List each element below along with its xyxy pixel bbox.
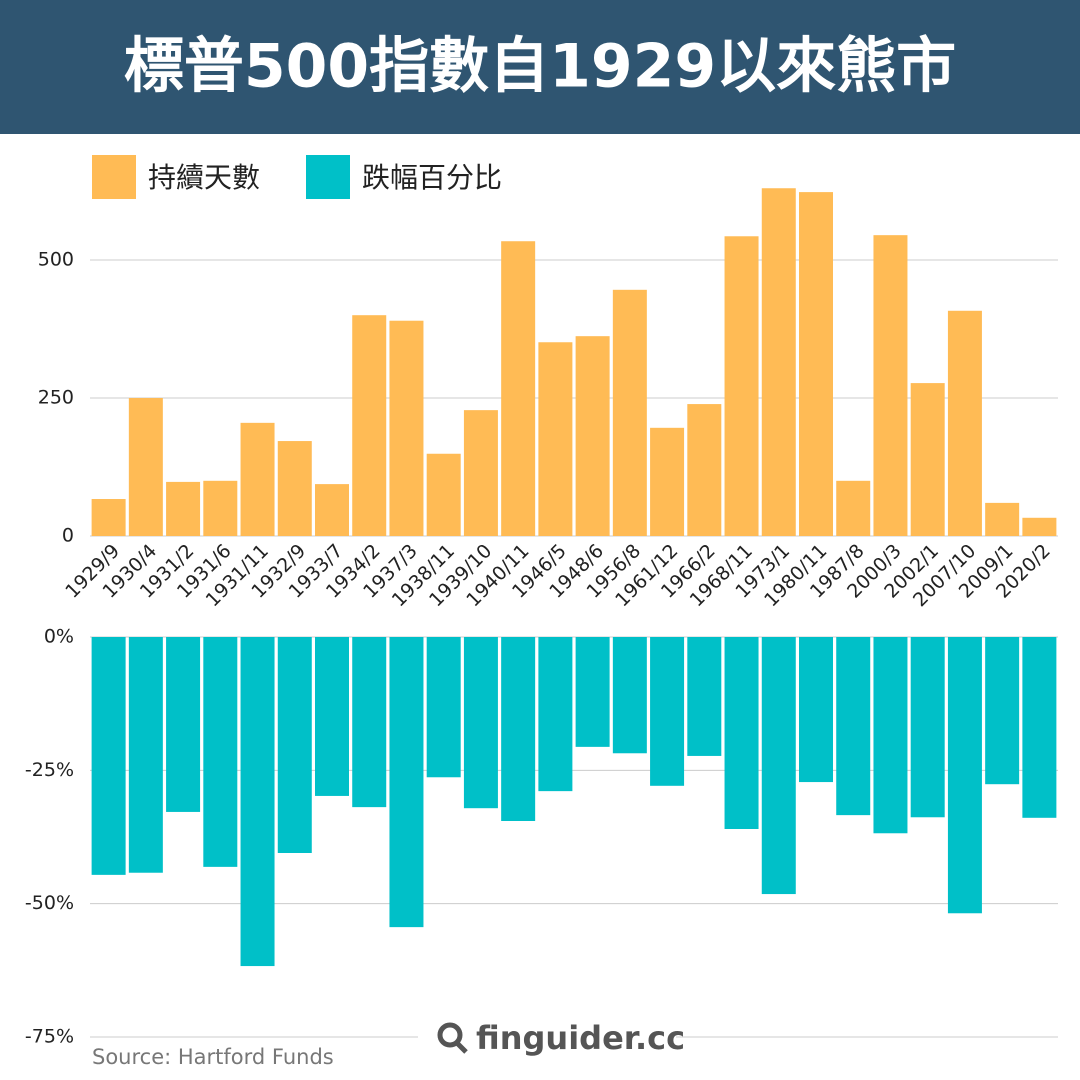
bar bbox=[761, 188, 796, 537]
y2-tick-label: -75% bbox=[25, 1026, 74, 1048]
bar bbox=[352, 637, 387, 808]
bar bbox=[985, 637, 1020, 785]
bar bbox=[166, 481, 201, 536]
bar bbox=[426, 637, 461, 778]
watermark: finguider.cc bbox=[476, 1019, 685, 1057]
bar bbox=[538, 342, 573, 536]
bar bbox=[687, 637, 722, 756]
bar bbox=[128, 398, 163, 536]
bar bbox=[426, 453, 461, 536]
bar bbox=[389, 320, 424, 536]
bar bbox=[277, 637, 312, 853]
bar bbox=[724, 236, 759, 536]
bar bbox=[947, 310, 982, 536]
bar bbox=[836, 637, 871, 816]
header bbox=[0, 0, 1080, 134]
bar bbox=[203, 637, 238, 867]
bar bbox=[1022, 637, 1057, 818]
y2-tick-label: 0% bbox=[44, 626, 74, 648]
bar bbox=[724, 637, 759, 829]
bar bbox=[463, 637, 498, 809]
chart-title: 標普500指數自1929以來熊市 bbox=[124, 32, 956, 102]
bar bbox=[240, 422, 275, 536]
bar bbox=[538, 637, 573, 792]
bar bbox=[501, 241, 536, 536]
bar bbox=[575, 637, 610, 747]
bar bbox=[612, 289, 647, 536]
bar bbox=[91, 499, 126, 536]
bar bbox=[650, 637, 685, 786]
bar bbox=[947, 637, 982, 914]
y-tick-label: 0 bbox=[62, 525, 74, 547]
bar bbox=[873, 637, 908, 834]
bar bbox=[836, 480, 871, 536]
bar bbox=[799, 637, 833, 783]
bar bbox=[985, 502, 1020, 536]
source: Source: Hartford Funds bbox=[92, 1045, 334, 1069]
legend-label: 跌幅百分比 bbox=[362, 161, 502, 194]
bar bbox=[799, 192, 833, 536]
bar bbox=[203, 480, 238, 536]
bar bbox=[91, 637, 126, 875]
legend-swatch bbox=[92, 155, 136, 199]
bar bbox=[650, 427, 685, 536]
bar bbox=[910, 383, 945, 536]
legend-swatch bbox=[306, 155, 350, 199]
bar bbox=[687, 404, 722, 536]
bar bbox=[910, 637, 945, 818]
bar bbox=[575, 336, 610, 536]
bar bbox=[352, 315, 387, 536]
bar bbox=[463, 410, 498, 536]
bar bbox=[240, 637, 275, 967]
bar bbox=[1022, 517, 1057, 536]
y2-tick-label: -50% bbox=[25, 892, 74, 914]
bar bbox=[315, 637, 349, 796]
bar bbox=[315, 484, 349, 536]
bar bbox=[166, 637, 201, 812]
y-tick-label: 500 bbox=[38, 249, 74, 271]
bar bbox=[873, 235, 908, 536]
y-tick-label: 250 bbox=[38, 387, 74, 409]
watermark-icon bbox=[437, 1022, 468, 1054]
y2-tick-label: -25% bbox=[25, 759, 74, 781]
legend-label: 持續天數 bbox=[148, 161, 260, 194]
bar bbox=[761, 637, 796, 895]
bar bbox=[612, 637, 647, 754]
bar bbox=[501, 637, 536, 821]
bar bbox=[389, 637, 424, 928]
bar bbox=[128, 637, 163, 873]
bar bbox=[277, 441, 312, 536]
